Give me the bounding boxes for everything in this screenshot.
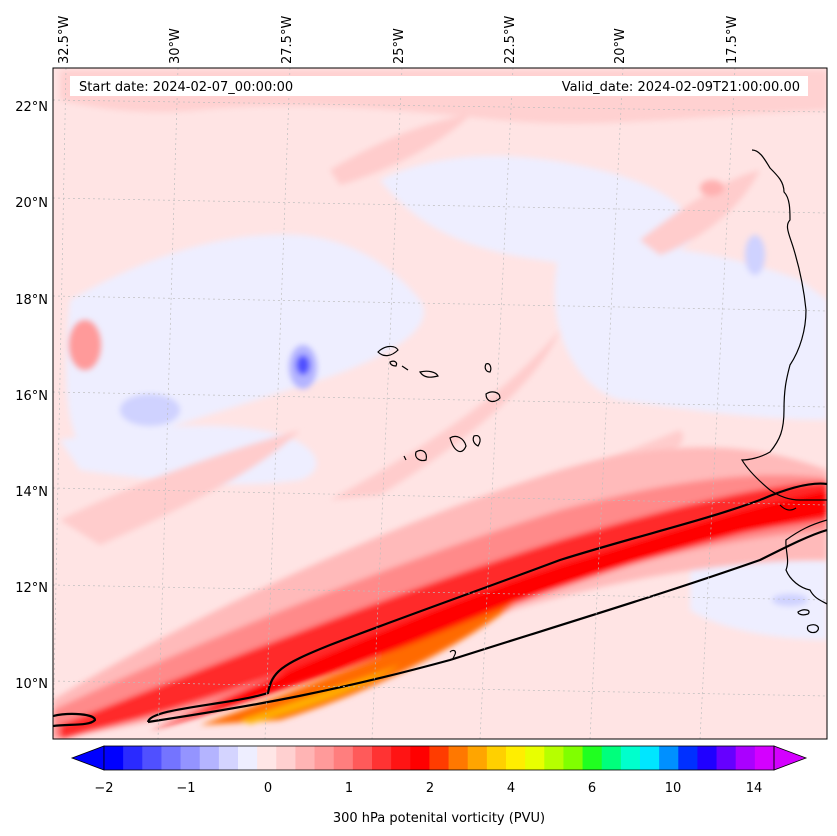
lat-label: 12°N <box>15 581 48 596</box>
colorbar-cell <box>678 746 698 770</box>
colorbar-cell <box>295 746 315 770</box>
valid-date-label: Valid_date: 2024-02-09T21:00:00.00 <box>562 80 800 95</box>
cape-verde-islands <box>377 345 501 462</box>
colorbar-cell <box>486 746 507 770</box>
lon-label: 22.5°W <box>503 16 518 64</box>
colorbar-frame <box>103 745 775 771</box>
lon-label: 30°W <box>168 28 183 64</box>
lon-label: 25°W <box>392 28 407 64</box>
lat-label: 20°N <box>15 196 48 211</box>
colorbar-tick: 1 <box>345 781 353 796</box>
colorbar-tick: 10 <box>665 781 682 796</box>
colorbar-cell <box>754 746 775 770</box>
colorbar-cell <box>218 746 239 770</box>
colorbar-extend-low <box>70 745 105 771</box>
colorbar-cell <box>391 746 411 770</box>
colorbar-tick: 4 <box>507 781 515 796</box>
colorbar-tick: −1 <box>176 781 195 796</box>
colorbar-cell <box>123 746 143 770</box>
colorbar-extend-high <box>773 745 808 771</box>
lon-label: 27.5°W <box>280 16 295 64</box>
colorbar-cell <box>238 746 258 770</box>
colorbar-tick: 14 <box>746 781 763 796</box>
lat-label: 14°N <box>15 485 48 500</box>
colorbar-cell <box>601 746 622 770</box>
africa-coast <box>740 149 827 501</box>
colorbar-cell <box>563 746 583 770</box>
start-date-label: Start date: 2024-02-07_00:00:00 <box>79 80 293 95</box>
map-panel: 2 <box>53 68 827 739</box>
colorbar-cell <box>735 746 756 770</box>
colorbar-cell <box>429 746 449 770</box>
colorbar-cell <box>161 746 181 770</box>
lon-label: 17.5°W <box>725 16 740 64</box>
map-frame <box>52 67 828 740</box>
colorbar-cell <box>372 746 392 770</box>
colorbar-cell <box>716 746 737 770</box>
colorbar-tick: 0 <box>264 781 272 796</box>
colorbar-label: 300 hPa potenital vorticity (PVU) <box>333 811 545 826</box>
colorbar-cell <box>620 746 641 770</box>
colorbar-cell <box>467 746 488 770</box>
colorbar-cell <box>544 746 564 770</box>
lat-label: 22°N <box>15 100 48 115</box>
high-pv-band <box>53 447 827 739</box>
lon-label: 20°W <box>613 28 628 64</box>
colorbar-cell <box>582 746 603 770</box>
colorbar-cell <box>314 746 335 770</box>
lat-label: 18°N <box>15 293 48 308</box>
africa-coast-south <box>785 519 827 605</box>
colorbar-cell <box>659 746 679 770</box>
colorbar-cell <box>333 746 354 770</box>
colorbar-tick: −2 <box>94 781 113 796</box>
colorbar-cells <box>104 746 775 770</box>
colorbar-tick: 6 <box>588 781 596 796</box>
pv2-contour <box>53 482 827 728</box>
latitude-labels: 22°N 20°N 18°N 16°N 14°N 12°N 10°N <box>15 100 48 692</box>
colorbar-cell <box>525 746 545 770</box>
colorbar-tick: 2 <box>426 781 434 796</box>
colorbar-cell <box>199 746 220 770</box>
colorbar-cell <box>697 746 717 770</box>
gridlines <box>53 68 827 739</box>
colorbar-cell <box>506 746 526 770</box>
colorbar-cell <box>640 746 660 770</box>
lat-label: 16°N <box>15 389 48 404</box>
colorbar-cell <box>448 746 469 770</box>
coastlines <box>740 149 827 634</box>
longitude-labels: 32.5°W 30°W 27.5°W 25°W 22.5°W 20°W 17.5… <box>57 16 740 64</box>
colorbar-cell <box>180 746 201 770</box>
colorbar-cell <box>142 746 162 770</box>
colorbar-cell <box>257 746 277 770</box>
lon-label: 32.5°W <box>57 16 72 64</box>
colorbar-ticks: −2 −1 0 1 2 4 6 10 14 <box>94 781 762 796</box>
header-box <box>70 76 808 96</box>
colorbar-cell <box>410 746 430 770</box>
colorbar: −2 −1 0 1 2 4 6 10 14 300 hPa potenital … <box>70 745 808 826</box>
lat-label: 10°N <box>15 677 48 692</box>
colorbar-cell <box>276 746 296 770</box>
colorbar-cell <box>352 746 373 770</box>
blue-spots <box>120 235 808 606</box>
colorbar-cell <box>104 746 124 770</box>
